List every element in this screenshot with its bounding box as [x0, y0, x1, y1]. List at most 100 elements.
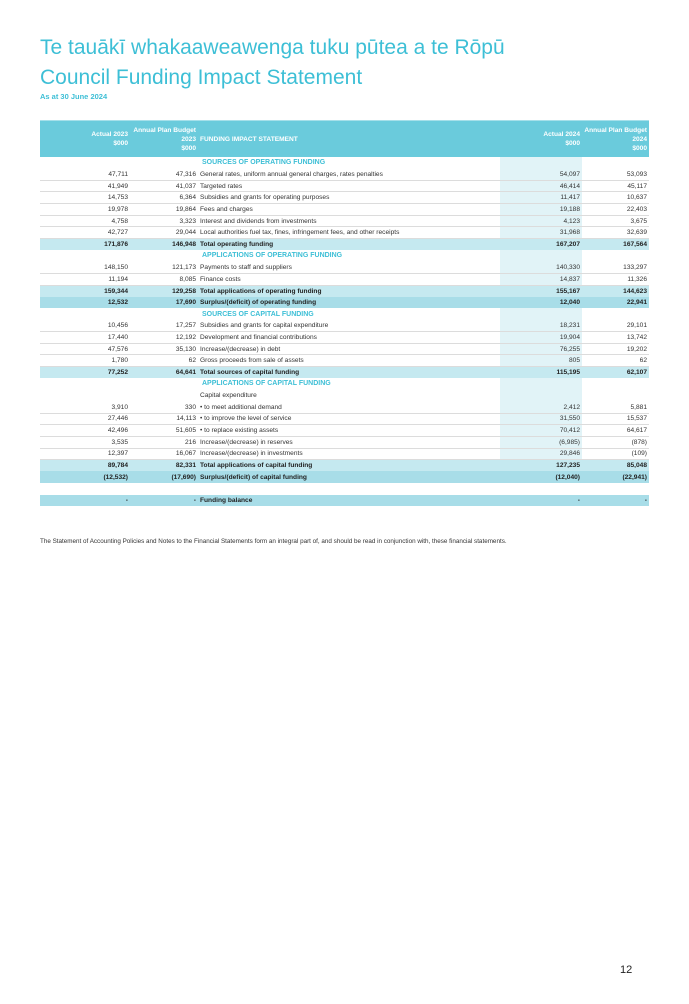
cell-budget-2023: 82,331	[130, 459, 198, 472]
section-heading-row: APPLICATIONS OF CAPITAL FUNDING	[40, 378, 649, 390]
cell-actual-2024: (12,040)	[500, 471, 582, 483]
cell-budget-2024	[582, 250, 649, 262]
cell-description: Surplus/(deficit) of operating funding	[198, 296, 500, 309]
cell-actual-2024: 805	[500, 354, 582, 368]
cell-description	[198, 482, 500, 495]
cell-budget-2023: 129,258	[130, 285, 198, 297]
cell-description: Surplus/(deficit) of capital funding	[198, 471, 500, 483]
cell-budget-2024: 85,048	[582, 459, 649, 472]
cell-actual-2023: 47,576	[40, 343, 130, 356]
surplus-row: 12,532 17,690 Surplus/(deficit) of operati…	[40, 296, 649, 309]
cell-budget-2023: 216	[130, 436, 198, 449]
cell-actual-2023	[40, 308, 130, 320]
cell-actual-2024: 19,904	[500, 331, 582, 344]
cell-budget-2023: 19,864	[130, 203, 198, 216]
cell-actual-2024	[500, 482, 582, 495]
title-maori: Te tauākī whakaaweawenga tuku pūtea a te…	[40, 36, 505, 59]
cell-description: APPLICATIONS OF CAPITAL FUNDING	[202, 380, 331, 388]
cell-actual-2023: 3,535	[40, 436, 130, 449]
cell-actual-2024: -	[500, 494, 582, 507]
cell-description: Subsidies and grants for operating purpo…	[198, 191, 500, 205]
cell-description: Total applications of operating funding	[198, 285, 500, 297]
cell-actual-2024	[500, 378, 582, 390]
total-row: 89,784 82,331 Total applications of capita…	[40, 459, 649, 472]
cell-actual-2024	[500, 389, 582, 402]
cell-budget-2024: 167,564	[582, 238, 649, 251]
cell-budget-2023: 121,173	[130, 261, 198, 274]
section-heading-row: SOURCES OF CAPITAL FUNDING	[40, 308, 649, 320]
cell-budget-2024: 5,881	[582, 401, 649, 414]
cell-description: Fees and charges	[198, 203, 500, 216]
cell-actual-2023: 159,344	[40, 285, 130, 297]
data-row: 17,440 12,192 Development and financial co…	[40, 331, 649, 344]
cell-actual-2024	[500, 308, 582, 320]
cell-budget-2024: 133,297	[582, 261, 649, 274]
cell-budget-2023: 51,605	[130, 424, 198, 437]
cell-actual-2023	[40, 250, 130, 262]
cell-actual-2023: 10,456	[40, 319, 130, 333]
cell-budget-2024	[582, 157, 649, 169]
cell-description: SOURCES OF OPERATING FUNDING	[202, 159, 326, 167]
data-row: 10,456 17,257 Subsidies and grants for cap…	[40, 319, 649, 333]
total-row: 171,876 146,948 Total operating funding 167…	[40, 238, 649, 251]
cell-budget-2023: 14,113	[130, 413, 198, 426]
cell-actual-2023: 171,876	[40, 238, 130, 251]
cell-budget-2024: 15,537	[582, 413, 649, 426]
cell-budget-2023: 12,192	[130, 331, 198, 344]
col-budget-2024: Annual Plan Budget 2024 $000	[582, 120, 649, 157]
cell-budget-2023	[130, 482, 198, 495]
cell-description: Total sources of capital funding	[198, 366, 500, 379]
cell-description: Subsidies and grants for capital expendi…	[198, 319, 500, 333]
total-row: 159,344 129,258 Total applications of oper…	[40, 285, 649, 297]
surplus-row: (12,532) (17,690) Surplus/(deficit) of cap…	[40, 471, 649, 483]
cell-budget-2023: 8,085	[130, 273, 198, 286]
cell-budget-2024: 32,639	[582, 226, 649, 239]
cell-actual-2023: -	[40, 494, 130, 507]
cell-actual-2023: 77,252	[40, 366, 130, 379]
cell-description: Increase/(decrease) in reserves	[198, 436, 500, 449]
cell-budget-2023: 3,323	[130, 215, 198, 228]
cell-actual-2023: 12,532	[40, 296, 130, 309]
cell-budget-2023: 17,690	[130, 296, 198, 309]
data-row: 12,397 16,067 Increase/(decrease) in inves…	[40, 448, 649, 461]
data-row: 42,496 51,605 • to replace existing assets…	[40, 424, 649, 437]
cell-description: General rates, uniform annual general ch…	[198, 168, 500, 181]
cell-description: Increase/(decrease) in debt	[198, 343, 500, 356]
blank-row	[40, 482, 649, 495]
cell-description: • to improve the level of service	[198, 413, 500, 426]
cell-actual-2023: 19,978	[40, 203, 130, 216]
cell-actual-2024: 11,417	[500, 191, 582, 205]
cell-budget-2023	[130, 378, 198, 390]
cell-description: Total operating funding	[198, 238, 500, 251]
cell-budget-2024: 45,117	[582, 180, 649, 193]
cell-description: Increase/(decrease) in investments	[198, 448, 500, 461]
cell-actual-2024: 12,040	[500, 296, 582, 309]
cell-description: Payments to staff and suppliers	[198, 261, 500, 274]
data-row: 27,446 14,113 • to improve the level of se…	[40, 413, 649, 426]
cell-budget-2024: -	[582, 494, 649, 507]
cell-actual-2024: 14,837	[500, 273, 582, 286]
cell-budget-2024	[582, 378, 649, 390]
cell-budget-2023	[130, 308, 198, 320]
cell-actual-2023: 27,446	[40, 413, 130, 426]
cell-budget-2024: 53,093	[582, 168, 649, 181]
cell-budget-2024: 3,675	[582, 215, 649, 228]
cell-description: Funding balance	[198, 494, 500, 507]
cell-actual-2024: 29,846	[500, 448, 582, 461]
col-actual-2024: Actual 2024 $000	[500, 120, 582, 157]
cell-budget-2023: 29,044	[130, 226, 198, 239]
cell-actual-2023: 42,496	[40, 424, 130, 437]
cell-description: Targeted rates	[198, 180, 500, 193]
data-row: 41,949 41,037 Targeted rates 46,414 45,117	[40, 180, 649, 193]
cell-budget-2023: 64,641	[130, 366, 198, 379]
cell-description: Total applications of capital funding	[198, 459, 500, 472]
data-row: 42,727 29,044 Local authorities fuel tax, …	[40, 226, 649, 239]
data-row: 3,910 330 • to meet additional demand 2,412…	[40, 401, 649, 414]
cell-budget-2024: 22,941	[582, 296, 649, 309]
cell-actual-2024: 31,550	[500, 413, 582, 426]
cell-description: • to meet additional demand	[198, 401, 500, 414]
cell-actual-2024	[500, 250, 582, 262]
cell-budget-2023: 17,257	[130, 319, 198, 333]
cell-actual-2024: 18,231	[500, 319, 582, 333]
cell-actual-2024: 115,195	[500, 366, 582, 379]
